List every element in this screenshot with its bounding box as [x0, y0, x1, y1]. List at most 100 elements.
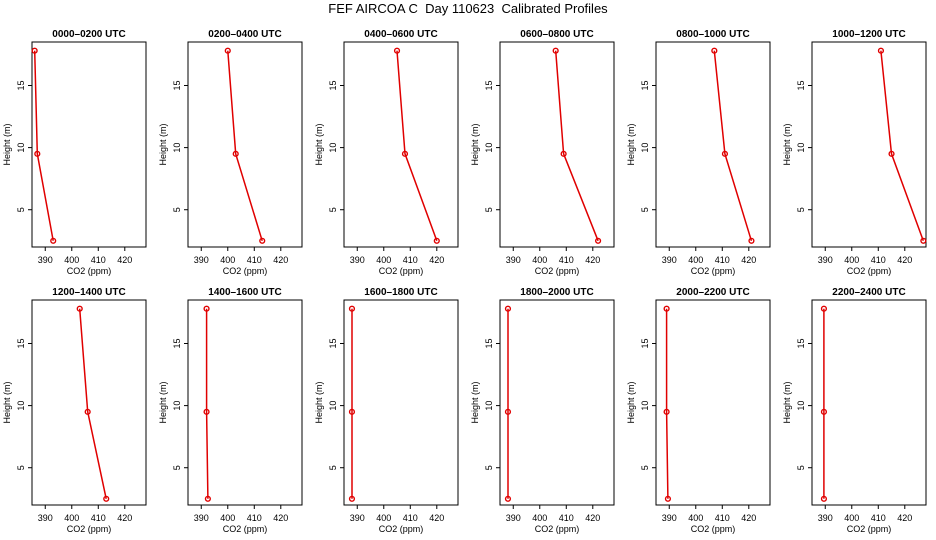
panel-2-ytick-label-15: 15 [172, 80, 182, 90]
panel-8-series-line [205, 308, 209, 499]
panel-7-point-2 [84, 408, 91, 415]
panel-10-xtick-label-390: 390 [506, 513, 521, 523]
panel-3-ytick-label-15: 15 [328, 80, 338, 90]
panel-1-frame [31, 41, 147, 248]
panel-10-xtick-label-420: 420 [585, 513, 600, 523]
panel-1-xtick-label-410: 410 [91, 255, 106, 265]
panel-7-ytick-label-15: 15 [16, 338, 26, 348]
panel-6-xtick-label-410: 410 [871, 255, 886, 265]
panel-7-ytick-label-5: 5 [16, 465, 26, 470]
panel-2-series-line [227, 50, 263, 242]
panel-5-point-1 [711, 47, 718, 54]
panel-7-point-3 [103, 495, 110, 502]
panel-5-ylabel: Height (m) [626, 123, 636, 165]
panel-10-point-3 [504, 495, 512, 502]
panel-1-xtick-label-400: 400 [64, 255, 79, 265]
panel-2-xtick-label-400: 400 [220, 255, 235, 265]
panel-8-xtick-label-390: 390 [194, 513, 209, 523]
panel-5-xlabel: CO2 (ppm) [691, 266, 736, 276]
panel-5-point-3 [748, 237, 755, 244]
panel-7-xtick-label-420: 420 [117, 513, 132, 523]
panel-1-xtick-label-390: 390 [38, 255, 53, 265]
panel-5-series-line [713, 50, 753, 242]
panel-9-xtick-label-410: 410 [403, 513, 418, 523]
panel-9-ytick-label-5: 5 [328, 465, 338, 470]
panel-11-point-1 [663, 305, 670, 312]
panel-5-frame [655, 41, 771, 248]
panel-4-point-1 [552, 47, 559, 54]
panel-6-ytick-label-5: 5 [796, 207, 806, 212]
panel-1-title: 0000–0200 UTC [52, 29, 125, 40]
panel-12-point-1 [820, 305, 828, 312]
panel-11-ytick-label-10: 10 [640, 401, 650, 411]
panel-8-ytick-label-10: 10 [172, 401, 182, 411]
panel-11-xtick-label-420: 420 [741, 513, 756, 523]
panel-10-point-1 [504, 305, 512, 312]
panel-3-point-3 [433, 237, 440, 244]
panel-6-xtick-label-390: 390 [818, 255, 833, 265]
panel-1-ytick-label-5: 5 [16, 207, 26, 212]
panel-2-point-2 [232, 150, 239, 157]
panel-5-xtick-label-410: 410 [715, 255, 730, 265]
panel-4-ytick-label-15: 15 [484, 80, 494, 90]
panel-2-xtick-label-420: 420 [273, 255, 288, 265]
panel-8-frame [187, 299, 303, 506]
panel-9-point-3 [348, 495, 356, 502]
panel-3-frame [343, 41, 459, 248]
panel-12-frame [811, 299, 927, 506]
panel-7-ytick-label-10: 10 [16, 401, 26, 411]
panel-3-xtick-label-390: 390 [350, 255, 365, 265]
panel-3-point-1 [393, 47, 401, 54]
panel-10-ytick-label-5: 5 [484, 465, 494, 470]
panel-8-ytick-label-5: 5 [172, 465, 182, 470]
panel-2-ylabel: Height (m) [158, 123, 168, 165]
panel-9-title: 1600–1800 UTC [364, 287, 437, 298]
panel-1-point-2 [34, 150, 41, 157]
panel-4-frame [499, 41, 615, 248]
panel-12-title: 2200–2400 UTC [832, 287, 905, 298]
panel-2-ytick-label-5: 5 [172, 207, 182, 212]
panel-8-xlabel: CO2 (ppm) [223, 524, 268, 534]
panel-3-xlabel: CO2 (ppm) [379, 266, 424, 276]
panel-11-ytick-label-5: 5 [640, 465, 650, 470]
panel-4-title: 0600–0800 UTC [520, 29, 593, 40]
panel-5-xtick-label-420: 420 [741, 255, 756, 265]
panel-1-xtick-label-420: 420 [117, 255, 132, 265]
panel-6-ytick-label-10: 10 [796, 143, 806, 153]
panel-8-point-1 [203, 305, 210, 312]
panel-12-point-3 [820, 495, 828, 502]
panel-1-ytick-label-15: 15 [16, 80, 26, 90]
panel-1-point-1 [31, 47, 38, 54]
panel-1-xlabel: CO2 (ppm) [67, 266, 112, 276]
panel-9-xlabel: CO2 (ppm) [379, 524, 424, 534]
panel-11-title: 2000–2200 UTC [676, 287, 749, 298]
panel-7-xtick-label-410: 410 [91, 513, 106, 523]
panel-5-ytick-label-10: 10 [640, 143, 650, 153]
panel-7-xtick-label-400: 400 [64, 513, 79, 523]
panel-4-xtick-label-400: 400 [532, 255, 547, 265]
panel-2-ytick-label-10: 10 [172, 143, 182, 153]
panel-6-title: 1000–1200 UTC [832, 29, 905, 40]
panel-2-point-1 [224, 47, 231, 54]
panel-9-point-1 [348, 305, 356, 312]
panel-6-point-1 [877, 47, 885, 54]
panel-12-xlabel: CO2 (ppm) [847, 524, 892, 534]
panel-10-ytick-label-15: 15 [484, 338, 494, 348]
panel-1-ylabel: Height (m) [2, 123, 12, 165]
panel-12-ytick-label-5: 5 [796, 465, 806, 470]
panel-4-ylabel: Height (m) [470, 123, 480, 165]
panel-6-frame [811, 41, 927, 248]
panel-5-title: 0800–1000 UTC [676, 29, 749, 40]
panel-7-frame [31, 299, 147, 506]
panel-11-xtick-label-410: 410 [715, 513, 730, 523]
panel-6-point-2 [888, 150, 895, 157]
panel-11-xlabel: CO2 (ppm) [691, 524, 736, 534]
panel-5-ytick-label-15: 15 [640, 80, 650, 90]
panel-3-xtick-label-420: 420 [429, 255, 444, 265]
panel-10-xtick-label-400: 400 [532, 513, 547, 523]
panel-7-title: 1200–1400 UTC [52, 287, 125, 298]
panel-9-xtick-label-390: 390 [350, 513, 365, 523]
panel-12-xtick-label-420: 420 [897, 513, 912, 523]
panel-9-ytick-label-15: 15 [328, 338, 338, 348]
